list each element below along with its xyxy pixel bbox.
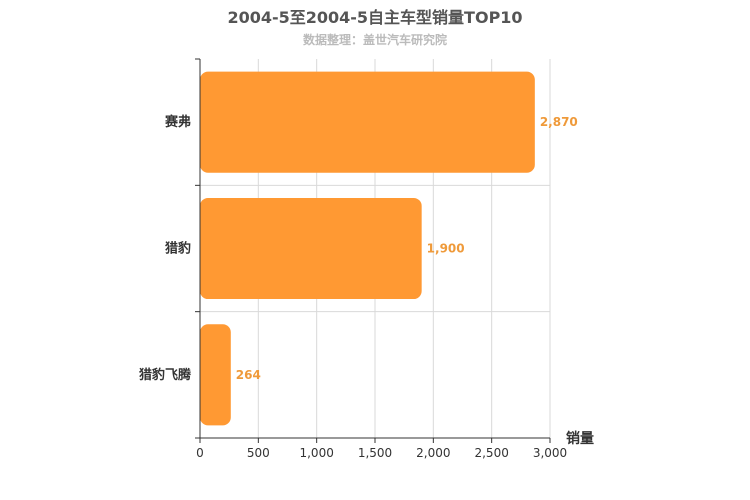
category-label: 赛弗 [164,114,191,130]
x-tick-label: 500 [247,446,270,460]
value-label: 1,900 [427,242,465,256]
bar [200,324,231,426]
chart-title: 2004-5至2004-5自主车型销量TOP10 [227,8,523,27]
value-label: 2,870 [540,115,578,129]
x-tick-label: 0 [196,446,204,460]
x-axis-label: 销量 [566,430,594,447]
category-label: 猎豹 [165,241,191,257]
x-tick-label: 1,500 [358,446,392,460]
bar-series: 2,870 1,900 264 [200,71,578,426]
chart-subtitle: 数据整理：盖世汽车研究院 [302,33,447,47]
category-label: 猎豹飞腾 [139,367,192,383]
x-tick-label: 2,000 [416,446,450,460]
value-label: 264 [236,368,261,382]
x-tick-label: 1,000 [299,446,333,460]
bar [200,197,422,300]
x-tick-label: 3,000 [533,446,567,460]
bar [200,71,535,173]
x-tick-label: 2,500 [474,446,508,460]
